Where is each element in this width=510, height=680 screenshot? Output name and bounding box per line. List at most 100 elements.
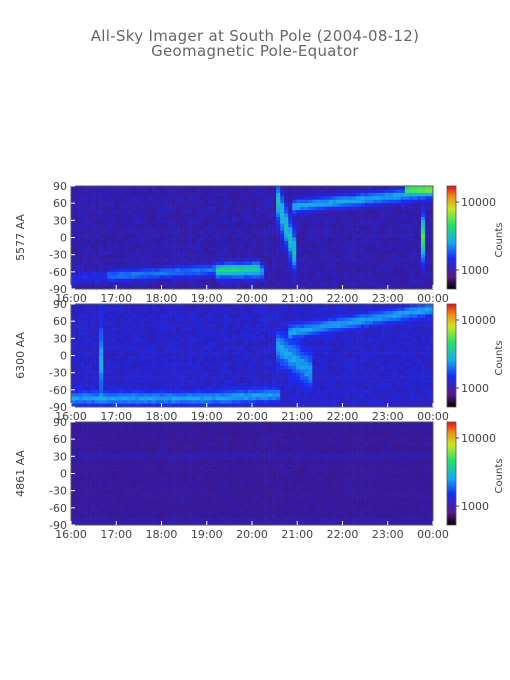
heatmap-cell	[175, 251, 180, 255]
heatmap-cell	[71, 321, 76, 325]
heatmap-cell	[155, 358, 160, 363]
heatmap-cell	[103, 372, 108, 377]
heatmap-cell	[115, 189, 120, 194]
heatmap-cell	[143, 341, 148, 346]
heatmap-cell	[392, 192, 398, 197]
heatmap-cell	[328, 365, 333, 370]
heatmap-cell	[211, 310, 217, 315]
heatmap-cell	[215, 341, 221, 346]
heatmap-cell	[95, 251, 100, 255]
heatmap-cell	[207, 382, 213, 387]
heatmap-cell	[348, 275, 353, 279]
heatmap-cell	[139, 220, 144, 225]
heatmap-cell	[328, 251, 333, 255]
heatmap-cell	[239, 362, 245, 367]
heatmap-cell	[252, 400, 257, 404]
heatmap-cell	[123, 355, 128, 360]
heatmap-cell	[324, 258, 329, 262]
heatmap-cell	[292, 376, 297, 380]
heatmap-cell	[336, 247, 341, 252]
heatmap-cell	[256, 275, 261, 279]
heatmap-cell	[91, 317, 96, 322]
heatmap-cell	[280, 261, 285, 266]
heatmap-cell	[199, 348, 205, 353]
heatmap-cell	[260, 247, 265, 252]
heatmap-cell	[340, 362, 345, 367]
heatmap-cell	[83, 220, 88, 225]
heatmap-cell	[348, 386, 353, 391]
heatmap-cell	[276, 251, 281, 255]
heatmap-cell	[211, 278, 217, 283]
heatmap-cell	[215, 251, 221, 255]
heatmap-cell	[111, 376, 116, 380]
heatmap-cell	[111, 278, 116, 283]
heatmap-cell	[276, 258, 281, 262]
heatmap-cell	[348, 247, 353, 252]
heatmap-cell	[239, 244, 245, 249]
heatmap-cell	[227, 328, 233, 332]
heatmap-cell	[71, 372, 76, 377]
heatmap-cell	[420, 189, 426, 194]
heatmap-cell	[171, 234, 176, 238]
heatmap-cell	[211, 254, 217, 259]
heatmap-cell	[308, 254, 313, 259]
heatmap-cell	[292, 304, 297, 308]
heatmap-cell	[171, 403, 176, 408]
heatmap-cell	[328, 304, 333, 308]
heatmap-cell	[256, 271, 261, 276]
heatmap-cell	[288, 220, 293, 225]
heatmap-cell	[336, 376, 341, 380]
heatmap-cell	[280, 389, 285, 394]
heatmap-cell	[219, 355, 225, 360]
heatmap-cell	[115, 264, 120, 269]
heatmap-cell	[103, 244, 108, 249]
heatmap-cell	[219, 254, 225, 259]
heatmap-cell	[155, 275, 160, 279]
heatmap-cell	[304, 328, 309, 332]
heatmap-cell	[276, 210, 281, 214]
heatmap-cell	[316, 251, 321, 255]
heatmap-cell	[163, 199, 168, 204]
heatmap-cell	[272, 334, 277, 339]
heatmap-cell	[332, 230, 337, 235]
heatmap-cell	[171, 251, 176, 255]
heatmap-cell	[139, 355, 144, 360]
heatmap-cell	[223, 258, 229, 262]
heatmap-cell	[103, 230, 108, 235]
heatmap-cell	[368, 338, 373, 343]
heatmap-cell	[384, 196, 390, 201]
heatmap-cell	[151, 369, 156, 373]
heatmap-cell	[163, 254, 168, 259]
heatmap-cell	[167, 331, 172, 336]
heatmap-cell	[199, 189, 205, 194]
heatmap-cell	[211, 251, 217, 255]
heatmap-cell	[163, 203, 168, 207]
heatmap-cell	[219, 264, 225, 269]
heatmap-cell	[87, 362, 92, 367]
heatmap-cell	[119, 314, 124, 319]
heatmap-cell	[368, 348, 373, 353]
heatmap-cell	[215, 220, 221, 225]
heatmap-cell	[215, 321, 221, 325]
heatmap-cell	[123, 220, 128, 225]
heatmap-cell	[380, 196, 386, 201]
heatmap-cell	[239, 365, 245, 370]
heatmap-cell	[332, 393, 337, 397]
heatmap-cell	[360, 379, 365, 384]
heatmap-cell	[91, 328, 96, 332]
heatmap-cell	[280, 210, 285, 214]
heatmap-cell	[191, 400, 196, 404]
heatmap-cell	[360, 244, 365, 249]
heatmap-cell	[147, 310, 152, 315]
heatmap-cell	[272, 192, 277, 197]
heatmap-cell	[312, 251, 317, 255]
heatmap-cell	[324, 271, 329, 276]
heatmap-cell	[300, 254, 305, 259]
heatmap-cell	[103, 324, 108, 329]
heatmap-cell	[364, 244, 369, 249]
heatmap-cell	[332, 285, 337, 290]
heatmap-cell	[155, 240, 160, 245]
heatmap-cell	[256, 307, 261, 312]
heatmap-cell	[107, 348, 112, 353]
heatmap-cell	[388, 271, 394, 276]
